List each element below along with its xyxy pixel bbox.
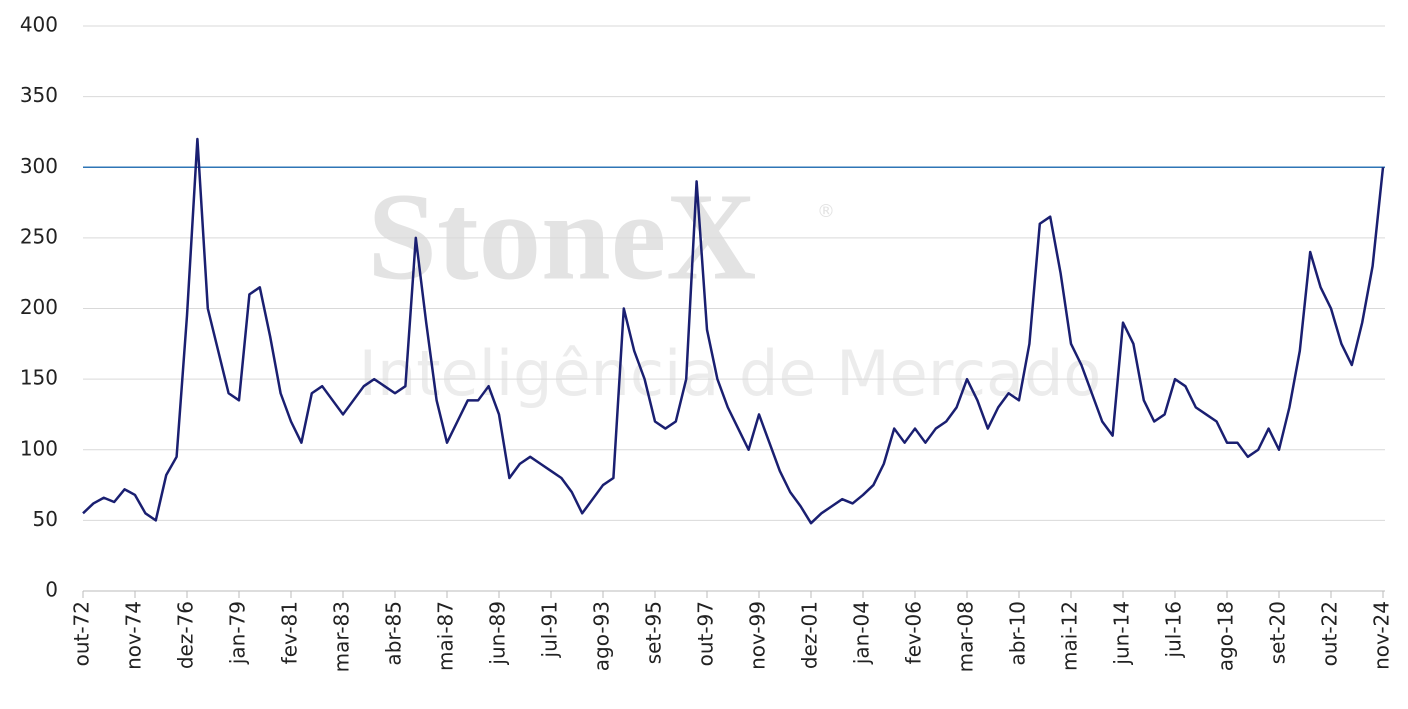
y-tick-label: 400 [20, 13, 58, 37]
y-tick-label: 200 [20, 295, 58, 319]
y-tick-label: 150 [20, 366, 58, 390]
x-tick-label: jan-79 [226, 601, 250, 665]
x-tick-label: jun-89 [486, 601, 510, 666]
x-tick-label: abr-85 [382, 601, 406, 666]
x-tick-label: jun-14 [1110, 601, 1134, 666]
x-tick-label: out-72 [70, 601, 94, 666]
x-tick-label: set-95 [642, 601, 666, 664]
y-tick-label: 250 [20, 224, 58, 248]
x-tick-label: mar-08 [954, 601, 978, 672]
x-tick-label: mai-12 [1058, 601, 1082, 671]
y-tick-label: 50 [33, 507, 58, 531]
price-line [82, 137, 1385, 525]
x-tick-label: jul-16 [1162, 601, 1186, 658]
x-tick-label: jan-04 [850, 601, 874, 665]
x-tick-label: mai-87 [434, 601, 458, 671]
x-tick-label: dez-76 [174, 601, 198, 669]
x-tick-label: set-20 [1266, 601, 1290, 664]
x-tick-label: out-97 [694, 601, 718, 666]
x-tick-label: mar-83 [330, 601, 354, 672]
x-tick-label: ago-93 [590, 601, 614, 671]
x-tick-label: out-22 [1318, 601, 1342, 666]
x-tick-label: dez-01 [798, 601, 822, 669]
y-tick-label: 100 [20, 436, 58, 460]
x-tick-label: nov-74 [122, 601, 146, 670]
y-tick-label: 350 [20, 83, 58, 107]
x-tick-label: abr-10 [1006, 601, 1030, 666]
y-tick-label: 0 [45, 578, 58, 602]
watermark-mark: ® [817, 201, 835, 222]
x-tick-label: nov-99 [746, 601, 770, 670]
x-tick-label: jul-91 [538, 601, 562, 658]
x-tick-label: ago-18 [1214, 601, 1238, 671]
x-tick-label: fev-81 [278, 601, 302, 664]
x-tick-label: nov-24 [1370, 601, 1394, 670]
y-tick-label: 300 [20, 154, 58, 178]
x-tick-label: fev-06 [902, 601, 926, 664]
